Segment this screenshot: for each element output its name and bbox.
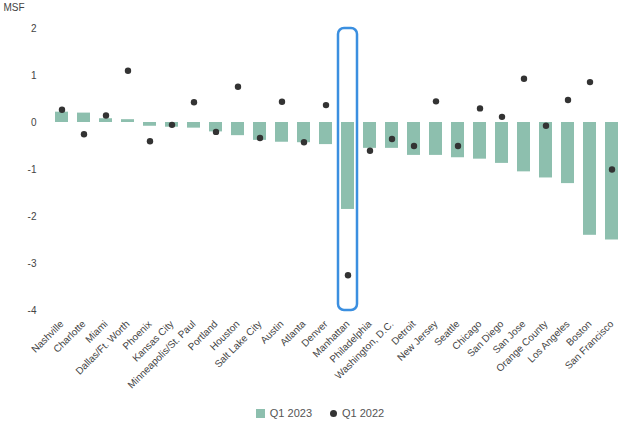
svg-text:Orange County: Orange County (493, 318, 550, 374)
svg-text:Washington, D.C.: Washington, D.C. (333, 318, 396, 381)
svg-text:-1: -1 (28, 164, 37, 175)
svg-text:Denver: Denver (299, 318, 330, 349)
svg-text:San Diego: San Diego (464, 318, 506, 359)
svg-text:Charlotte: Charlotte (51, 318, 88, 355)
svg-text:Kansas City: Kansas City (130, 318, 176, 364)
svg-text:Manhattan: Manhattan (310, 318, 352, 360)
svg-text:Dallas/Ft. Worth: Dallas/Ft. Worth (73, 318, 132, 377)
svg-text:Salt Lake City: Salt Lake City (212, 318, 263, 369)
html-text:Q1 2023: Q1 2023 (269, 407, 312, 419)
svg-text:Detroit: Detroit (389, 318, 418, 347)
svg-text:-4: -4 (28, 305, 37, 316)
html-text:Q1 2022: Q1 2022 (342, 407, 385, 419)
svg-text:Atlanta: Atlanta (277, 318, 308, 348)
svg-text:San Francisco: San Francisco (563, 318, 616, 371)
svg-text:Portland: Portland (185, 318, 220, 353)
svg-text:Houston: Houston (207, 318, 242, 353)
svg-text:Austin: Austin (258, 318, 286, 346)
svg-text:Boston: Boston (563, 318, 594, 348)
svg-text:Phoenix: Phoenix (120, 318, 154, 352)
svg-text:1: 1 (31, 70, 37, 81)
svg-text:New Jersey: New Jersey (395, 318, 440, 363)
svg-text:Philadelphia: Philadelphia (327, 318, 374, 365)
svg-text:Los Angeles: Los Angeles (525, 318, 572, 365)
svg-text:Seattle: Seattle (431, 318, 462, 348)
svg-text:MSF: MSF (4, 2, 25, 13)
svg-text:0: 0 (31, 117, 37, 128)
svg-text:San Jose: San Jose (490, 318, 528, 356)
svg-text:Chicago: Chicago (449, 318, 484, 352)
svg-text:Miami: Miami (83, 318, 110, 345)
svg-text:Nashville: Nashville (29, 318, 66, 355)
svg-text:-3: -3 (28, 258, 37, 269)
svg-text:-2: -2 (28, 211, 37, 222)
svg-text:Minneapolis/St. Paul: Minneapolis/St. Paul (125, 318, 197, 390)
svg-text:2: 2 (31, 23, 37, 34)
